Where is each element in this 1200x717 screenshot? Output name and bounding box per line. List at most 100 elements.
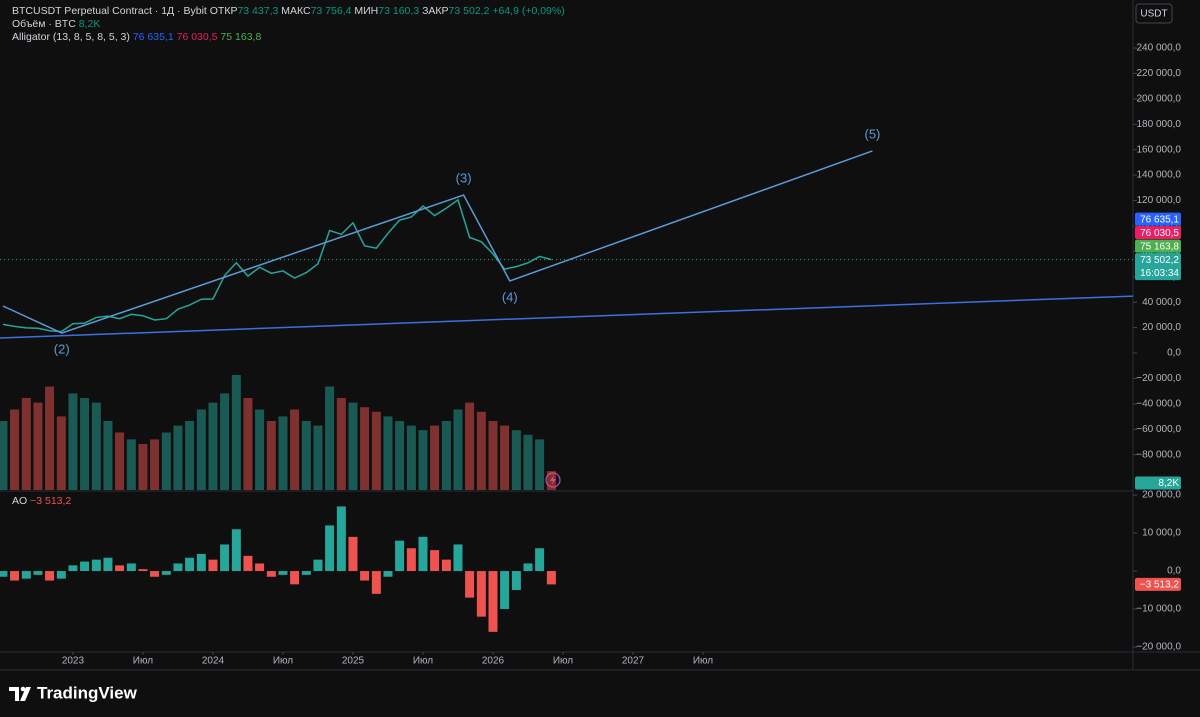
ao-bar xyxy=(10,571,20,581)
volume-bar xyxy=(371,411,381,490)
ao-bar xyxy=(68,565,78,572)
ao-bar xyxy=(465,571,475,598)
x-tick-label: Июл xyxy=(133,656,153,667)
logo-text[interactable]: TradingView xyxy=(37,683,138,702)
volume-bar xyxy=(406,425,416,490)
ao-bar xyxy=(511,571,521,591)
y-tick-label: 0,0 xyxy=(1167,348,1181,359)
y-tick-label: −40 000,0 xyxy=(1136,398,1181,409)
volume-bar xyxy=(523,434,533,490)
ao-bar xyxy=(243,555,253,572)
volume-legend: Объём · BTC 8,2K xyxy=(12,18,100,31)
ao-bar xyxy=(336,506,346,572)
volume-bar xyxy=(325,386,335,490)
ao-tick-label: 10 000,0 xyxy=(1142,528,1181,539)
ao-bar xyxy=(500,571,510,610)
logo-slash[interactable] xyxy=(20,687,31,701)
ao-bar xyxy=(185,557,195,572)
volume-bar xyxy=(208,402,218,490)
x-tick-label: 2026 xyxy=(482,656,505,667)
y-tick-label: 200 000,0 xyxy=(1137,94,1182,105)
y-tick-label: 160 000,0 xyxy=(1137,144,1182,155)
countdown: 16:03:34 xyxy=(1140,268,1179,279)
logo[interactable]: TradingView xyxy=(9,683,138,702)
x-tick-label: Июл xyxy=(413,656,433,667)
change: +64,9 (+0,09%) xyxy=(492,5,565,17)
ao-bar xyxy=(441,559,451,572)
price-line xyxy=(2,198,552,333)
volume-bar xyxy=(80,398,90,490)
volume-bar xyxy=(45,386,55,490)
symbol-title[interactable]: BTCUSDT Perpetual Contract · 1Д · Bybit xyxy=(12,5,207,17)
last-price-badge xyxy=(1135,253,1181,281)
ao-bar xyxy=(80,561,90,572)
ao-bar xyxy=(313,559,323,572)
ohlc-key: МАКС xyxy=(281,5,311,17)
x-tick-label: 2027 xyxy=(622,656,645,667)
volume-bar xyxy=(10,409,20,490)
volume-value: 8,2K xyxy=(78,18,101,30)
volume-bar xyxy=(488,421,498,490)
volume-bar xyxy=(173,425,183,490)
ao-bar xyxy=(476,571,486,617)
volume-bar xyxy=(336,398,346,490)
volume-bar xyxy=(220,393,230,490)
ohlc-value: 73 756,4 xyxy=(310,5,352,17)
ao-bar xyxy=(21,571,31,579)
volume-badge-label: 8,2K xyxy=(1158,478,1179,489)
volume-bar xyxy=(500,425,510,490)
ao-value: −3 513,2 xyxy=(30,495,72,507)
volume-bar xyxy=(395,421,405,490)
ao-bar xyxy=(301,571,311,575)
y-tick-label: 20 000,0 xyxy=(1142,322,1181,333)
volume-bar xyxy=(56,416,66,490)
ao-bar xyxy=(126,563,136,572)
volume-bar xyxy=(103,421,113,490)
volume-bar xyxy=(383,416,393,490)
wave-label: (3) xyxy=(456,170,472,185)
ao-badge xyxy=(1135,577,1181,591)
ao-bar xyxy=(138,569,148,572)
volume-bar xyxy=(511,430,521,490)
volume-bar xyxy=(115,432,125,490)
ao-bar xyxy=(173,563,183,572)
y-tick-label: 40 000,0 xyxy=(1142,297,1181,308)
ao-bar xyxy=(546,571,556,585)
currency-button[interactable] xyxy=(1135,3,1173,24)
alligator-badge-label: 76 030,5 xyxy=(1140,228,1179,239)
volume-title[interactable]: Объём · BTC xyxy=(12,18,76,30)
x-tick-label: Июл xyxy=(273,656,293,667)
alligator-value: 75 163,8 xyxy=(220,31,262,43)
ao-title[interactable]: AO xyxy=(12,495,28,507)
ao-legend: AO −3 513,2 xyxy=(12,495,71,508)
volume-bar xyxy=(21,398,31,490)
wave-label: (4) xyxy=(502,289,518,304)
ao-bar xyxy=(348,536,358,572)
ao-bar xyxy=(430,550,440,572)
logo-dot[interactable] xyxy=(20,686,26,692)
y-tick-label: 220 000,0 xyxy=(1137,68,1182,79)
ao-bar xyxy=(115,565,125,572)
x-tick-label: 2023 xyxy=(62,656,85,667)
logo-mark[interactable] xyxy=(9,687,19,701)
alligator-badge-label: 75 163,8 xyxy=(1140,241,1179,252)
alligator-badge-label: 76 635,1 xyxy=(1140,214,1179,225)
ao-bar xyxy=(418,536,428,572)
volume-bar xyxy=(465,402,475,490)
currency-label[interactable]: USDT xyxy=(1140,9,1167,20)
ao-bar xyxy=(255,563,265,572)
ao-bar xyxy=(208,559,218,572)
ao-bar xyxy=(325,525,335,572)
ohlc-key: ОТКР xyxy=(209,5,238,17)
ao-tick-label: 0,0 xyxy=(1167,566,1181,577)
alligator-value: 76 030,5 xyxy=(176,31,218,43)
volume-bar xyxy=(430,425,440,490)
volume-bar xyxy=(441,421,451,490)
ao-bar xyxy=(406,548,416,572)
ao-bar xyxy=(33,571,43,575)
indicator-title[interactable]: Alligator (13, 8, 5, 8, 5, 3) xyxy=(12,31,130,43)
y-tick-label: 140 000,0 xyxy=(1137,170,1182,181)
